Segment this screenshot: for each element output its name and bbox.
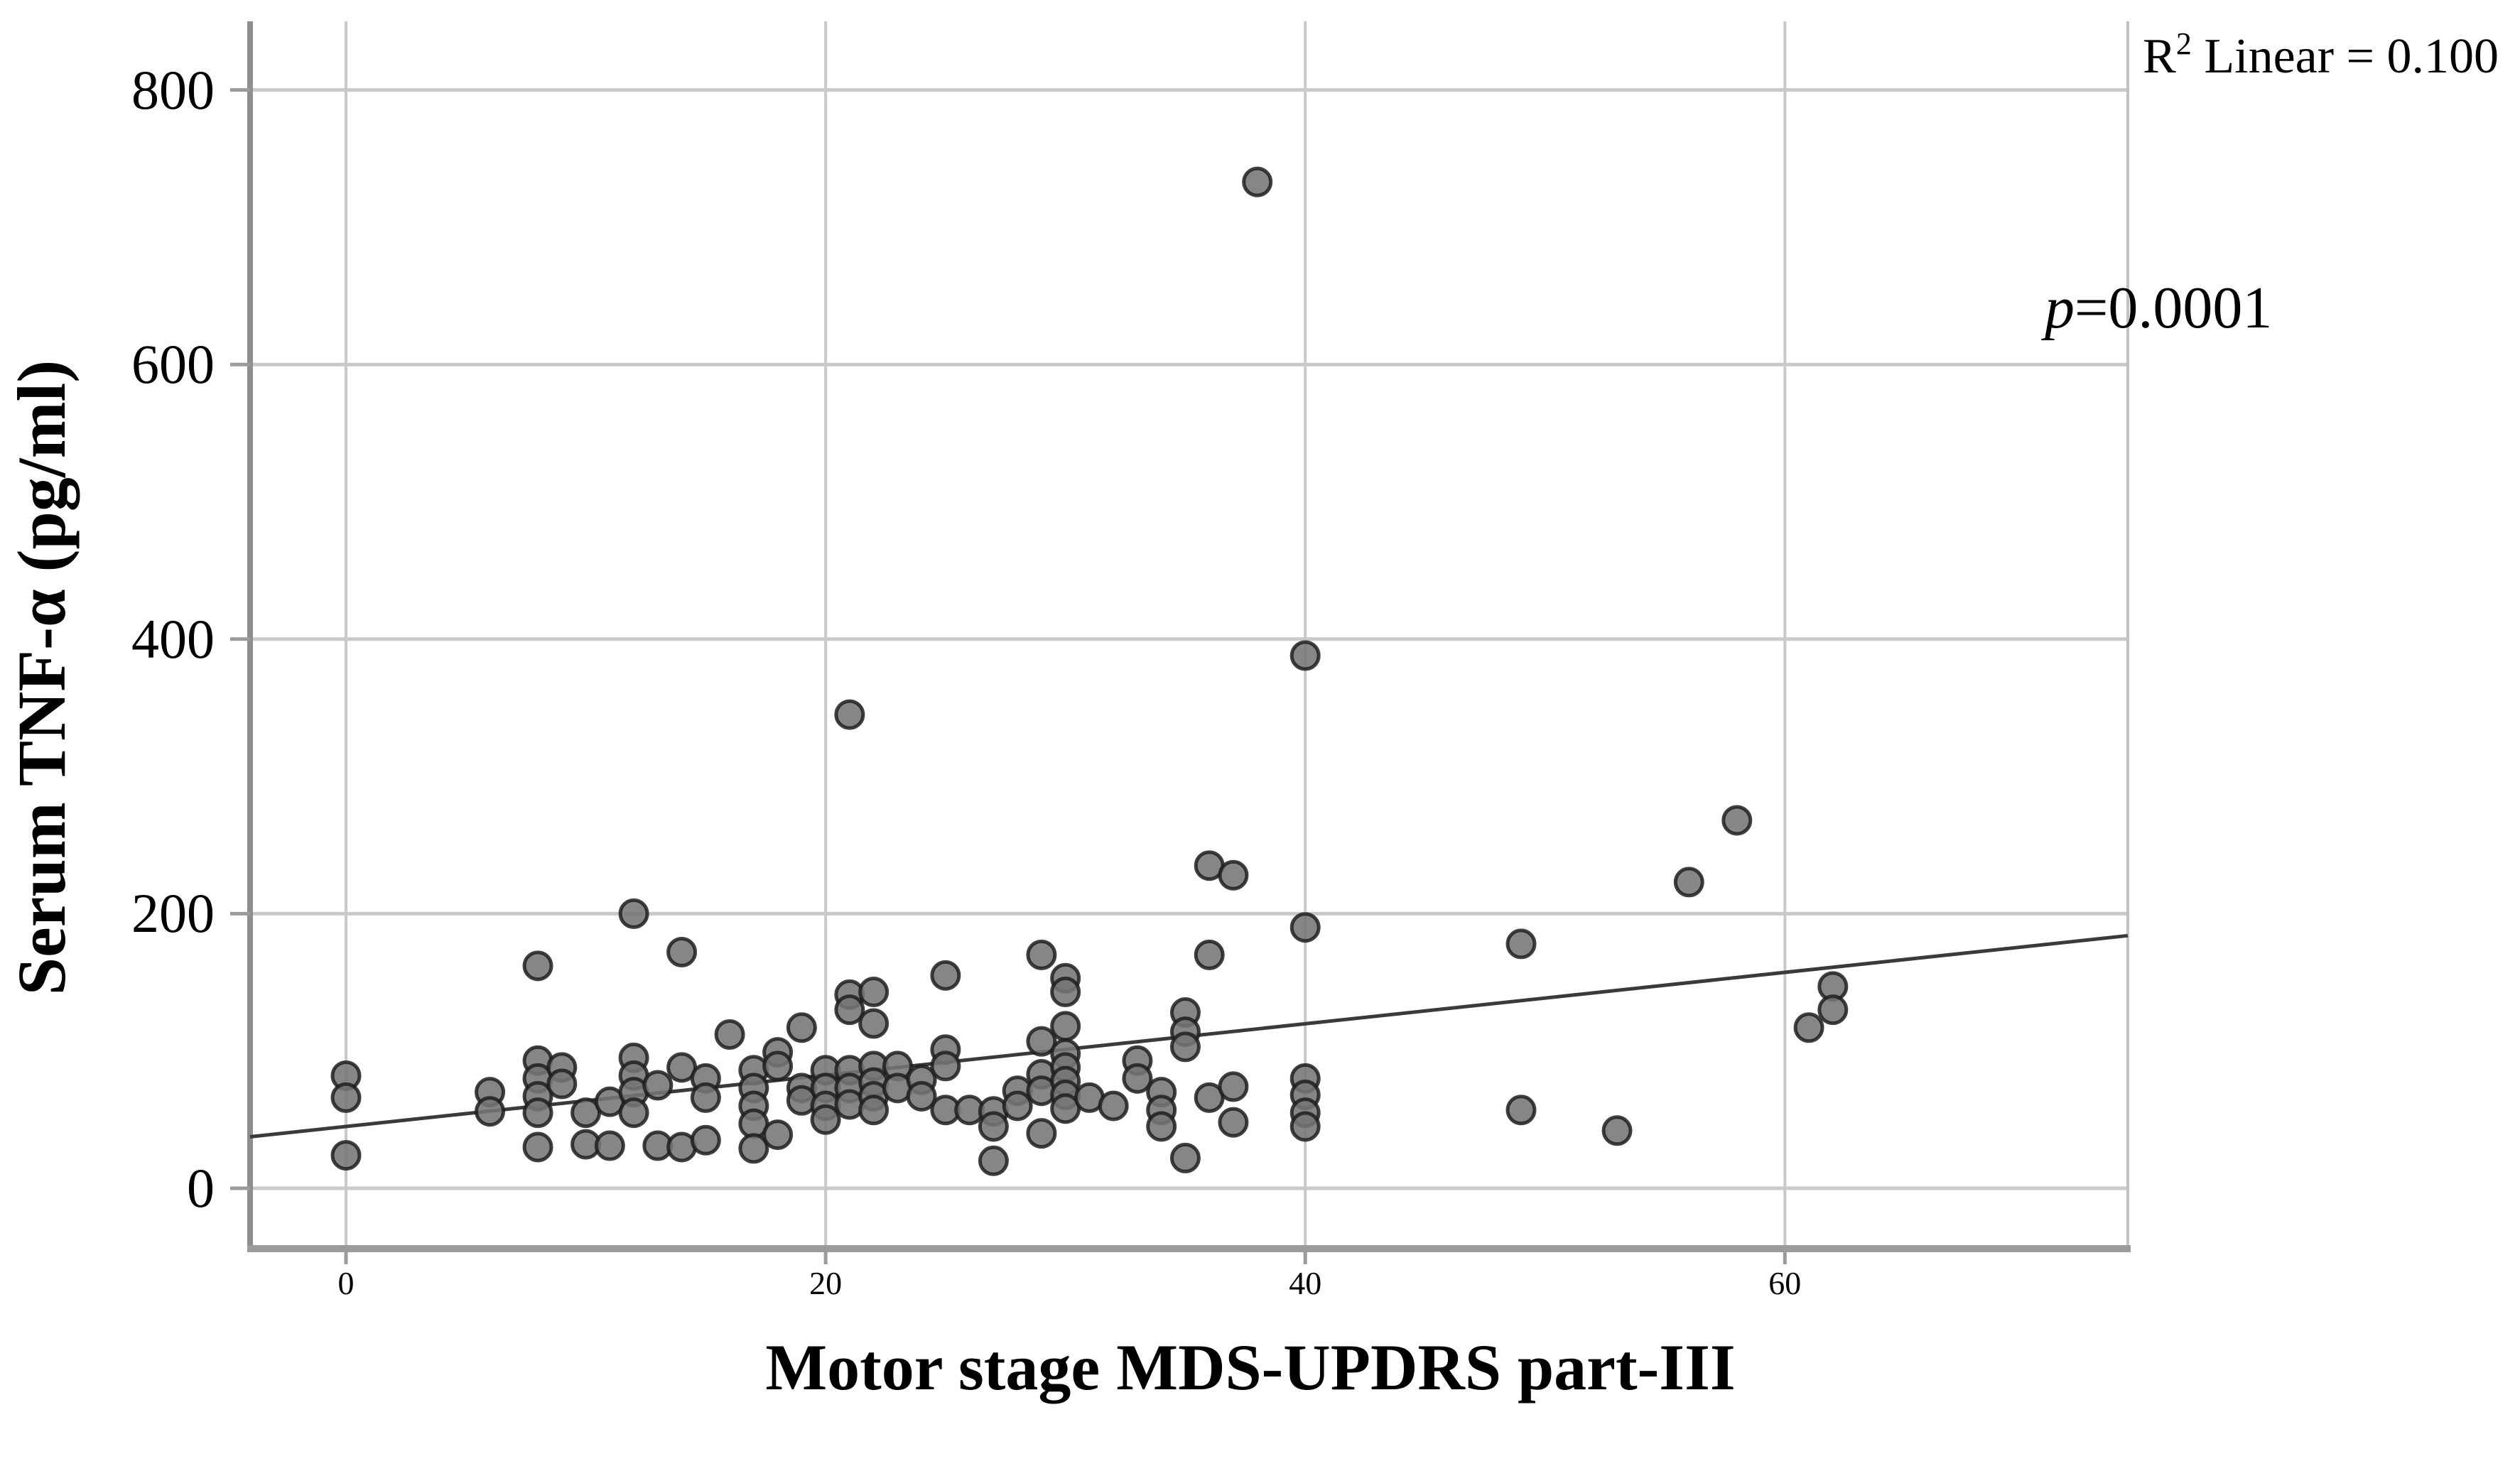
data-point <box>906 1080 937 1112</box>
y-tick-label: 0 <box>187 1156 215 1219</box>
data-point <box>475 1096 506 1127</box>
data-point <box>1673 867 1704 898</box>
data-point <box>1169 1031 1201 1063</box>
data-point <box>1050 977 1081 1008</box>
data-point <box>1026 939 1057 970</box>
data-point <box>1169 1142 1201 1173</box>
data-point <box>1721 805 1753 836</box>
data-point <box>834 994 865 1026</box>
r2-value-text: Linear = 0.100 <box>2191 29 2499 84</box>
data-point <box>522 950 553 982</box>
data-point <box>1218 1071 1249 1102</box>
data-point <box>618 1097 649 1129</box>
data-point <box>834 699 865 730</box>
r2-superscript: 2 <box>2175 26 2192 61</box>
data-point <box>1793 1012 1824 1043</box>
data-point <box>1026 1118 1057 1149</box>
data-point <box>1146 1111 1177 1142</box>
data-point <box>522 1097 553 1129</box>
y-tick-label: 400 <box>131 607 215 670</box>
data-point <box>330 1082 362 1113</box>
data-point <box>1194 939 1225 970</box>
y-tick-label: 200 <box>131 882 215 945</box>
data-point <box>930 1050 961 1082</box>
data-point <box>1050 1011 1081 1042</box>
data-point <box>1242 166 1273 197</box>
data-point <box>858 1008 889 1039</box>
x-tick-label: 60 <box>1768 1265 1802 1301</box>
r2-base: R <box>2143 29 2176 84</box>
data-point <box>1505 1095 1537 1126</box>
data-point <box>762 1119 794 1151</box>
data-point <box>1026 1026 1057 1057</box>
x-axis-title: Motor stage MDS-UPDRS part-III <box>765 1331 1736 1403</box>
data-point <box>978 1145 1009 1176</box>
data-point <box>714 1019 745 1050</box>
data-point <box>330 1140 362 1171</box>
x-tick-label: 0 <box>337 1265 355 1301</box>
p-value-text: =0.0001 <box>2075 275 2273 341</box>
y-tick-label: 600 <box>131 333 215 396</box>
y-tick-label: 800 <box>131 58 215 121</box>
data-point <box>522 1131 553 1163</box>
data-point <box>858 1095 889 1126</box>
data-point <box>1098 1090 1129 1122</box>
data-point <box>1218 859 1249 891</box>
data-point <box>1122 1063 1153 1094</box>
data-point <box>690 1082 721 1113</box>
data-point <box>642 1070 674 1101</box>
data-point <box>978 1111 1009 1142</box>
data-point <box>810 1104 841 1135</box>
data-point <box>690 1124 721 1156</box>
data-point <box>1289 912 1321 943</box>
r-squared-annotation: R2 Linear = 0.100 <box>2143 16 2499 85</box>
data-point <box>666 936 698 967</box>
data-point <box>858 977 889 1008</box>
data-point <box>1002 1090 1033 1122</box>
x-tick-label: 20 <box>809 1265 843 1301</box>
data-point <box>1817 994 1849 1026</box>
data-point <box>1289 640 1321 671</box>
p-value-annotation: p=0.0001 <box>2045 274 2272 342</box>
data-point <box>738 1133 769 1164</box>
data-point <box>786 1012 817 1043</box>
data-point <box>1601 1115 1633 1146</box>
data-point <box>1505 928 1537 960</box>
data-point <box>762 1050 794 1082</box>
data-point <box>594 1130 625 1161</box>
x-tick-label: 40 <box>1289 1265 1322 1301</box>
data-point <box>546 1068 578 1100</box>
p-symbol: p <box>2045 275 2075 341</box>
data-point <box>618 898 649 929</box>
data-point <box>1218 1107 1249 1138</box>
data-point <box>1289 1111 1321 1142</box>
data-point <box>930 960 961 991</box>
